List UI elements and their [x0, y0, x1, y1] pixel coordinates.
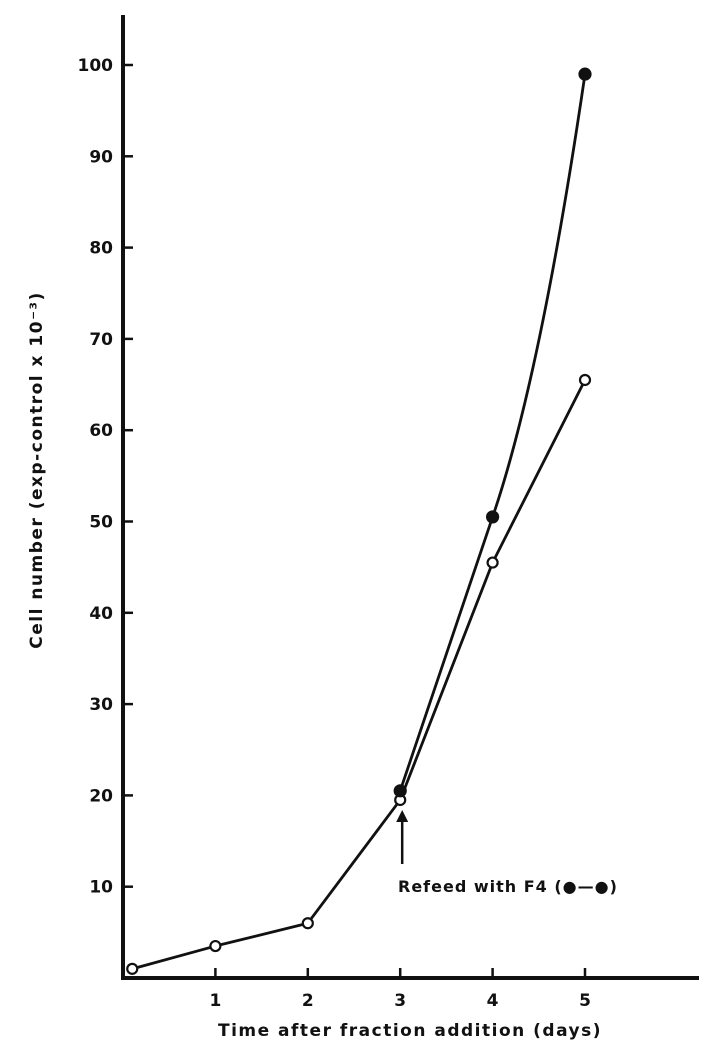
x-axis-title: Time after fraction addition (days): [218, 1021, 602, 1041]
y-tick-label: 90: [89, 147, 113, 167]
ticks: 1 2 3 4 5 10 20 30 40 50 60 70 80 90 100: [78, 56, 591, 1011]
annotation: Refeed with F4 (●—●): [396, 810, 618, 896]
series-points: [126, 67, 592, 975]
y-tick-label: 10: [89, 878, 113, 898]
y-tick-label: 40: [89, 604, 113, 624]
open-data-point: [578, 373, 592, 387]
annotation-arrow-head: [396, 810, 409, 822]
x-tick-label: 3: [394, 991, 406, 1011]
y-tick-label: 50: [89, 513, 113, 533]
open-data-point: [301, 917, 314, 930]
filled-data-point: [393, 784, 407, 798]
y-tick-label: 70: [89, 330, 113, 350]
y-tick-label: 20: [89, 786, 113, 806]
y-tick-label: 60: [89, 421, 113, 441]
filled-data-point: [578, 67, 592, 81]
y-tick-label: 80: [89, 239, 113, 259]
y-axis-title: Cell number (exp-control x 10⁻³): [27, 291, 47, 649]
x-tick-label: 1: [209, 991, 221, 1011]
series-2-line: [398, 73, 587, 792]
open-data-point: [126, 962, 139, 975]
x-tick-label: 5: [579, 991, 591, 1011]
open-data-point: [209, 939, 222, 953]
annotation-label: Refeed with F4 (●—●): [398, 877, 618, 896]
series-1-line: [131, 379, 587, 971]
x-tick-label: 4: [487, 991, 499, 1011]
y-tick-label: 100: [78, 56, 114, 76]
open-data-point: [486, 556, 499, 569]
y-tick-label: 30: [89, 695, 113, 715]
filled-data-point: [486, 510, 500, 524]
x-tick-label: 2: [302, 991, 314, 1011]
series-lines: [131, 73, 587, 971]
axes: [121, 15, 699, 980]
